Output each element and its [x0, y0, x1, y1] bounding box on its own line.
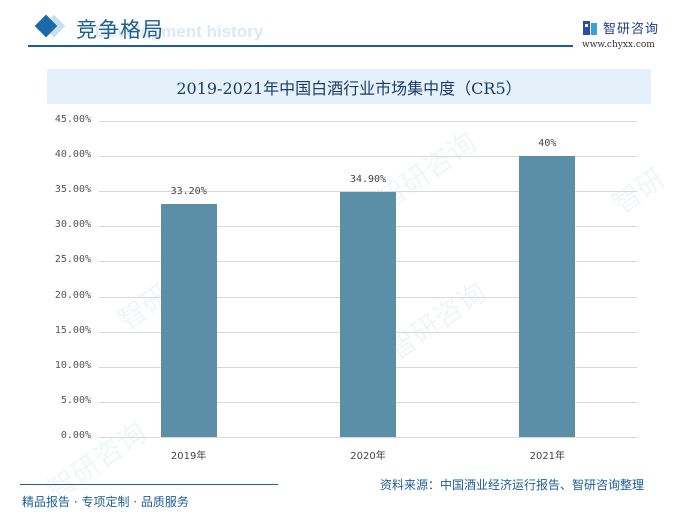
bar [160, 203, 217, 437]
bar-value-label: 34.90% [349, 173, 387, 185]
y-axis-tick-label: 0.00% [60, 430, 91, 441]
bar-chart: 0.00% 5.00% 10.00% 15.00% 20.00% 25.00% 30.00%… [55, 114, 637, 462]
section-subtitle: Development history [95, 22, 264, 41]
source-note: 资料来源：中国酒业经济运行报告、智研咨询整理 [380, 478, 645, 492]
gridline [99, 191, 637, 193]
y-axis-tick-label: 20.00% [54, 289, 91, 301]
diamond-icon [34, 14, 68, 42]
section-header: Development history 竞争格局 智研咨询 www.chyxx.… [0, 0, 694, 60]
bar-value-label: 33.20% [170, 185, 207, 197]
y-axis-tick-label: 40.00% [54, 149, 91, 161]
x-axis-tick-label: 2020年 [350, 451, 386, 462]
section-title: 竞争格局 [76, 18, 164, 42]
gridline [99, 156, 637, 158]
y-axis-tick-label: 45.00% [54, 114, 91, 125]
bar [340, 191, 396, 437]
x-axis-tick-label: 2021年 [529, 451, 566, 462]
footer-divider [20, 484, 278, 485]
y-axis-tick-label: 35.00% [54, 184, 91, 196]
y-axis-tick-label: 15.00% [54, 324, 91, 336]
gridline [99, 437, 637, 438]
y-axis-tick-label: 25.00% [54, 254, 91, 266]
y-axis-tick-label: 5.00% [60, 394, 91, 406]
x-axis-tick-label: 2019年 [170, 451, 207, 462]
y-axis-tick-label: 30.00% [54, 219, 91, 231]
chart-title-bar: 2019-2021年中国白酒行业市场集中度（CR5） [47, 69, 651, 104]
footer-slogan: 精品报告 · 专项定制 · 品质服务 [22, 495, 189, 509]
logo-url: www.chyxx.com [582, 40, 655, 50]
y-axis-tick-label: 10.00% [54, 359, 91, 371]
bar-value-label: 40% [538, 138, 557, 150]
brand-logo: 智研咨询 [583, 18, 659, 37]
gridline [99, 121, 637, 122]
logo-icon [583, 20, 597, 35]
chart-title: 2019-2021年中国白酒行业市场集中度（CR5） [176, 78, 522, 98]
bar [519, 156, 576, 437]
logo-text: 智研咨询 [603, 22, 660, 37]
header-divider [28, 45, 573, 47]
